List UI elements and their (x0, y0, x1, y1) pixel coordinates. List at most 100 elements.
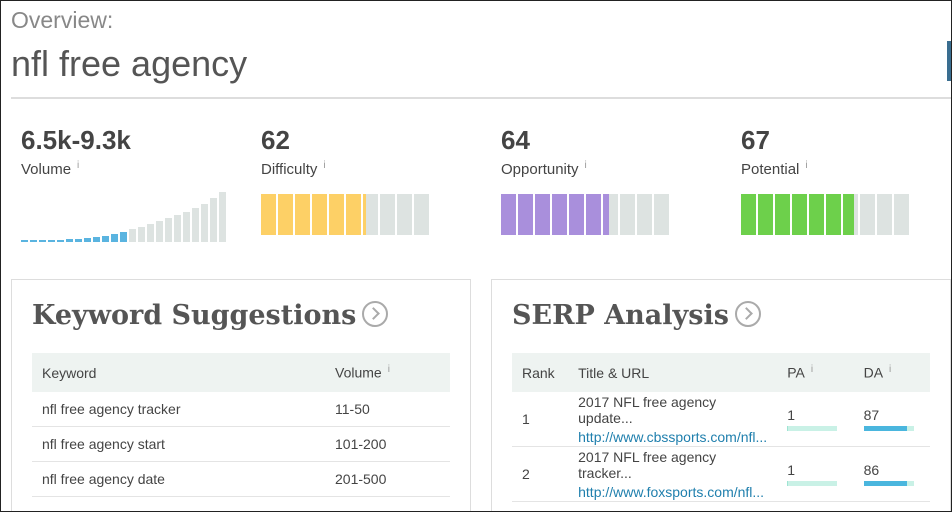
meter-segment (380, 194, 395, 235)
rank-cell: 1 (512, 392, 569, 447)
info-icon[interactable]: i (323, 160, 326, 171)
meter-segment (654, 194, 669, 235)
column-header-text: Title & URL (578, 364, 650, 381)
meter-fill (295, 194, 310, 235)
meter-fill (552, 194, 567, 235)
meter (501, 194, 669, 235)
metric-label-text: Volume (21, 161, 72, 178)
meter-segment (877, 194, 892, 235)
meter-segment (826, 194, 841, 235)
meter-fill (809, 194, 824, 235)
metric: 67 Potential i (741, 125, 909, 235)
column-header-text: Volume (335, 364, 382, 381)
meter-fill (758, 194, 773, 235)
keyword-row[interactable]: nfl free agency start 101-200 (32, 426, 450, 462)
spark-bar (183, 212, 190, 242)
meter-fill (312, 194, 327, 235)
meter-segment (894, 194, 909, 235)
spark-bar (219, 192, 226, 242)
spark-bar (201, 204, 208, 242)
result-title: 2017 NFL free agency tracker... (578, 448, 717, 481)
volume-sparkline (21, 192, 226, 242)
column-header: Title & URL (568, 353, 778, 392)
spark-bar (102, 236, 109, 242)
metric-label-text: Potential (741, 161, 800, 178)
spark-bar (21, 240, 28, 242)
info-icon[interactable]: i (584, 160, 587, 171)
meter-segment (809, 194, 824, 235)
meter (261, 194, 429, 235)
meter-segment (603, 194, 618, 235)
meter-fill (261, 194, 276, 235)
spark-bar (84, 238, 91, 242)
meter-segment (552, 194, 567, 235)
card-title: SERP Analysis (512, 300, 761, 331)
meter-fill (826, 194, 841, 235)
column-header-text: PA (787, 364, 805, 381)
meter-segment (758, 194, 773, 235)
meter-segment (860, 194, 875, 235)
serp-analysis-card: SERP Analysis Rank Title & URL PA i DA i 1 2017… (491, 279, 951, 511)
result-title: 2017 NFL free agency update... (578, 393, 717, 426)
keyword-row[interactable]: nfl free agency tracker 11-50 (32, 392, 450, 427)
meter-fill (603, 194, 609, 235)
meter-fill (501, 194, 516, 235)
metric-value: 67 (741, 125, 770, 155)
metric: 64 Opportunity i (501, 125, 669, 235)
metric-value: 62 (261, 125, 290, 155)
da-cell: 87 (853, 392, 930, 447)
column-header: DA i (853, 353, 930, 392)
spark-bar (210, 198, 217, 242)
da-value: 87 (863, 407, 880, 423)
meter-fill (518, 194, 533, 235)
keyword-cell: nfl free agency date (32, 461, 325, 497)
meter-fill (278, 194, 293, 235)
pa-bar-fill (787, 481, 788, 486)
keyword-table: Keyword Volume i nfl free agency tracker 11-… (32, 353, 450, 497)
card-title: Keyword Suggestions (32, 300, 389, 331)
pa-cell: 1 (777, 446, 854, 502)
spark-bar (111, 234, 118, 242)
meter-segment (535, 194, 550, 235)
da-bar-fill (863, 426, 908, 431)
keyword-row[interactable]: nfl free agency date 201-500 (32, 461, 450, 497)
column-header: Keyword (32, 353, 325, 392)
expand-button[interactable] (362, 300, 389, 327)
spark-bar (138, 227, 145, 242)
da-bar-fill (863, 481, 907, 486)
volume-cell: 101-200 (325, 426, 450, 462)
rank-cell: 2 (512, 446, 569, 502)
spark-bar (120, 232, 127, 242)
meter-segment (397, 194, 412, 235)
result-url[interactable]: http://www.cbssports.com/nfl... (578, 428, 768, 445)
overview-label: Overview: (11, 7, 114, 33)
info-icon[interactable]: i (77, 160, 80, 171)
expand-button[interactable] (734, 300, 761, 327)
meter (741, 194, 909, 235)
meter-fill (363, 194, 366, 235)
info-icon[interactable]: i (889, 364, 892, 376)
info-icon[interactable]: i (387, 364, 390, 376)
spark-bar (75, 239, 82, 242)
meter-segment (295, 194, 310, 235)
info-icon[interactable]: i (810, 364, 814, 376)
info-icon[interactable]: i (805, 160, 808, 171)
meter-fill (843, 194, 854, 235)
meter-fill (329, 194, 344, 235)
column-header: PA i (777, 353, 854, 392)
da-bar (863, 426, 914, 431)
column-header-text: Keyword (42, 364, 97, 381)
keyword-suggestions-card: Keyword Suggestions Keyword Volume i nfl fr… (11, 279, 471, 511)
result-url[interactable]: http://www.foxsports.com/nfl... (578, 483, 765, 500)
da-bar (863, 481, 914, 486)
spark-bar (165, 218, 172, 242)
meter-segment (843, 194, 858, 235)
meter-segment (261, 194, 276, 235)
column-header: Rank (512, 353, 569, 392)
spark-bar (66, 239, 73, 242)
spark-bar (57, 240, 64, 242)
metric-label: Volume i (21, 160, 226, 178)
metric-label: Difficulty i (261, 160, 429, 178)
meter-segment (518, 194, 533, 235)
